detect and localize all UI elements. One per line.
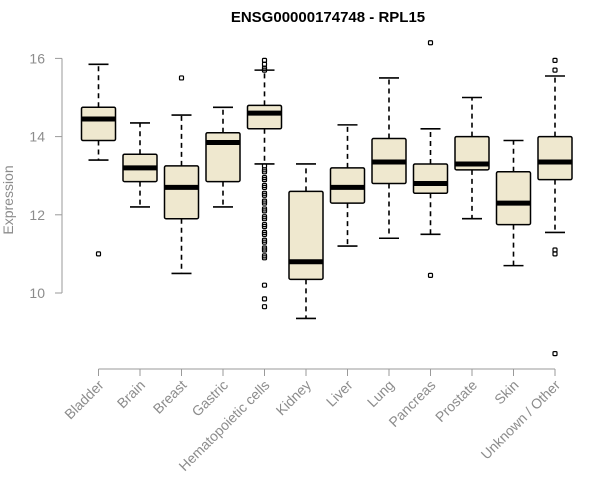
outlier-point bbox=[261, 167, 268, 173]
outlier-point bbox=[552, 251, 558, 257]
outlier-point bbox=[261, 175, 268, 181]
box bbox=[412, 163, 449, 195]
outlier-point bbox=[261, 253, 268, 259]
x-tick-label: Skin bbox=[491, 377, 522, 408]
y-axis-label: Expression bbox=[0, 165, 16, 234]
outlier-point bbox=[261, 214, 268, 220]
outlier-point bbox=[261, 304, 268, 310]
outlier-point bbox=[552, 351, 558, 357]
box bbox=[80, 106, 117, 142]
x-tick-label: Kidney bbox=[273, 377, 315, 419]
box bbox=[163, 165, 200, 220]
box-group-gastric bbox=[205, 106, 241, 208]
box-group-hematopoietic-cells bbox=[246, 57, 283, 310]
box-group-prostate bbox=[454, 96, 490, 220]
outlier-point bbox=[552, 57, 558, 63]
x-tick-label: Prostate bbox=[432, 377, 480, 425]
box-group-lung bbox=[371, 77, 407, 240]
y-axis: 10 12 14 16 bbox=[29, 50, 63, 301]
y-tick-label: 16 bbox=[29, 50, 45, 66]
box-group-bladder bbox=[80, 63, 117, 257]
outlier-point bbox=[261, 237, 268, 243]
box-group-unknown-other bbox=[537, 57, 573, 357]
box-group-liver bbox=[329, 124, 366, 247]
outlier-point bbox=[261, 245, 268, 251]
box-group-kidney bbox=[288, 163, 324, 320]
box-group-skin bbox=[495, 139, 532, 267]
outlier-point bbox=[261, 198, 268, 204]
x-tick-label: Breast bbox=[150, 377, 190, 417]
box-group-pancreas bbox=[412, 40, 449, 279]
outlier-point bbox=[261, 67, 268, 73]
y-tick-label: 14 bbox=[29, 129, 45, 145]
outlier-point bbox=[427, 272, 434, 279]
box bbox=[288, 190, 324, 281]
outlier-point bbox=[261, 296, 268, 302]
box bbox=[495, 171, 532, 226]
x-tick-label: Lung bbox=[364, 377, 397, 410]
x-tick-label: Brain bbox=[114, 377, 148, 411]
chart-title: ENSG00000174748 - RPL15 bbox=[231, 9, 425, 26]
outlier-point bbox=[261, 282, 268, 288]
x-tick-label: Liver bbox=[323, 377, 356, 410]
outlier-point bbox=[261, 190, 268, 196]
outlier-point bbox=[552, 67, 558, 73]
y-tick-label: 10 bbox=[29, 285, 45, 301]
outlier-point bbox=[261, 206, 268, 212]
outlier-point bbox=[261, 182, 268, 189]
outlier-point bbox=[261, 221, 268, 228]
box-group-breast bbox=[163, 75, 200, 275]
outlier-point bbox=[95, 251, 102, 257]
outlier-point bbox=[178, 75, 185, 81]
x-tick-label: Unknown / Other bbox=[478, 377, 564, 463]
box bbox=[246, 104, 283, 130]
y-tick-label: 12 bbox=[29, 207, 45, 223]
plot-area bbox=[80, 40, 573, 357]
outlier-point bbox=[261, 229, 268, 235]
box-group-brain bbox=[122, 122, 158, 208]
outlier-point bbox=[427, 40, 434, 46]
box bbox=[537, 135, 573, 181]
x-tick-label: Bladder bbox=[61, 377, 107, 423]
